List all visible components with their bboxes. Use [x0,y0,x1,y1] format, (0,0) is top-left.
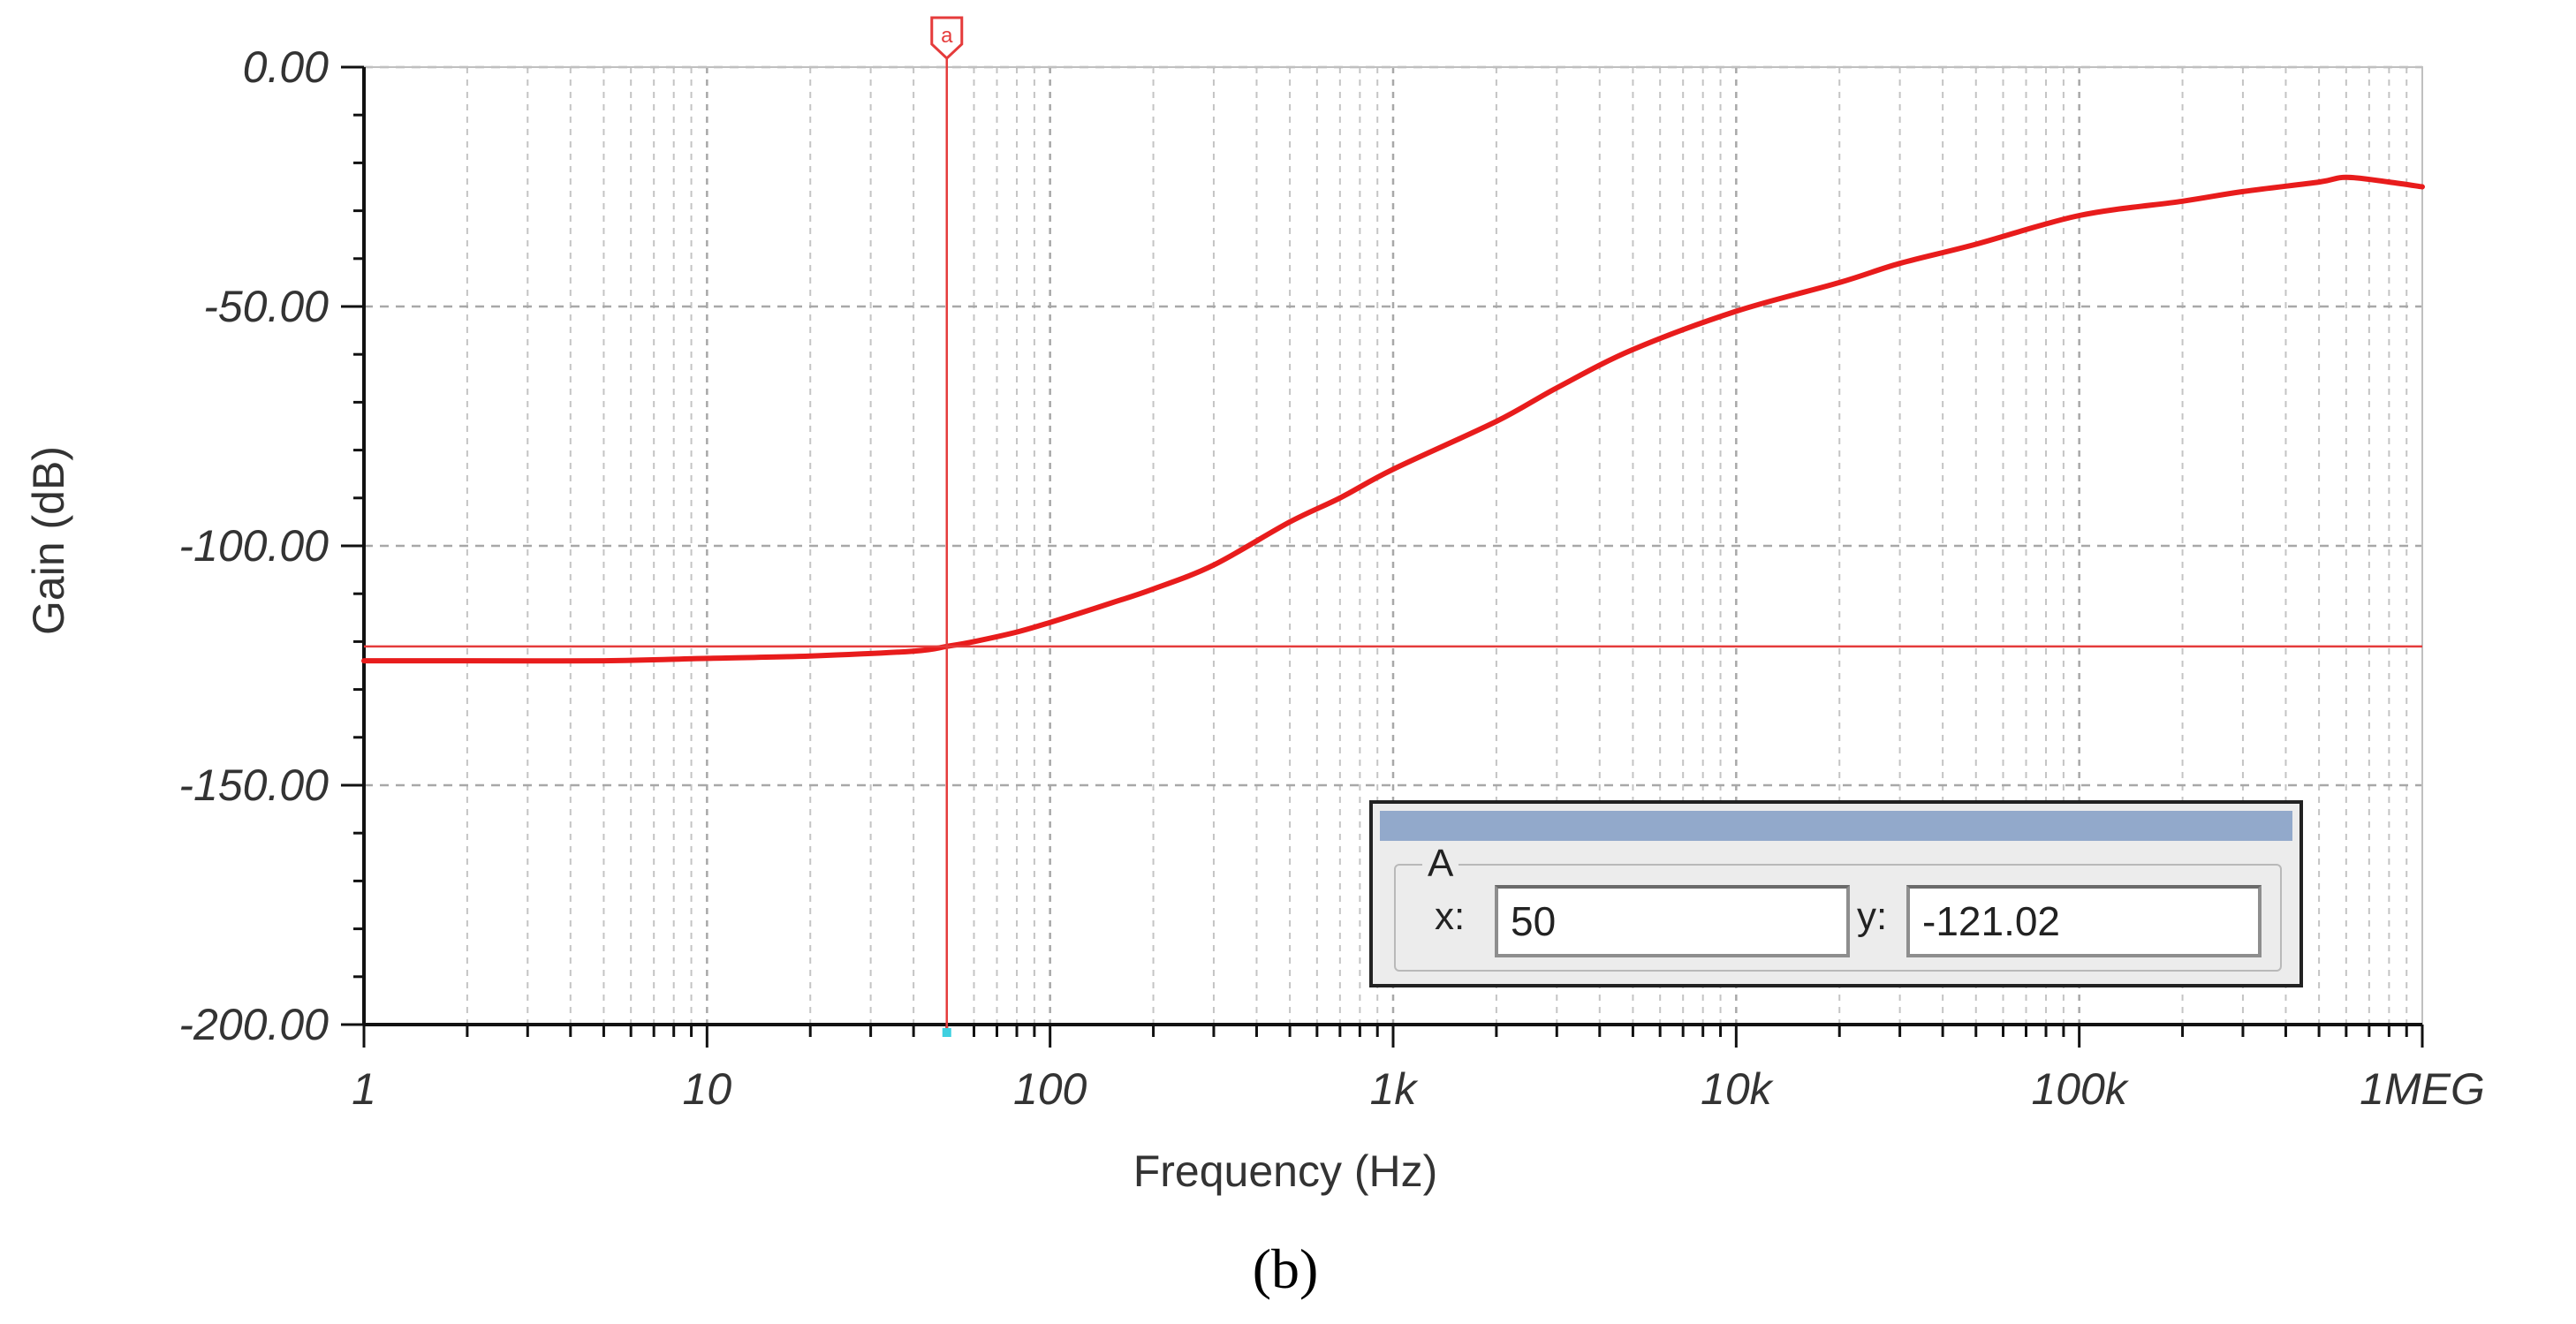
series [361,174,2425,664]
y-tick-label: 0.00 [243,42,330,92]
y-field-label: y: [1857,895,1888,938]
y-tick-label: -100.00 [178,521,329,571]
gain-series-line [361,174,2425,664]
cursor-readout-dialog[interactable]: A x: y: [1369,800,2303,987]
x-tick-label: 1MEG [2360,1064,2485,1114]
cursor-marker-flag [930,16,964,61]
y-axis-title: Gain (dB) [24,446,73,635]
cursor-marker-label: a [941,24,953,48]
y-tick-label: -150.00 [178,760,329,810]
x-tick-label: 1k [1370,1064,1420,1114]
cursor-axis-marker [942,1028,951,1037]
cursor[interactable]: a [364,16,2422,1037]
x-tick-label: 1 [352,1064,376,1114]
x-field-label: x: [1435,895,1466,938]
y-tick-label: -200.00 [178,1000,329,1049]
cursor-group-label: A [1422,843,1459,885]
y-value-input[interactable] [1906,885,2262,957]
x-axis-title: Frequency (Hz) [1133,1146,1438,1196]
tick-labels: 1 10 100 1k 10k 100k 1MEG 0.00 -50.00 -100.00 -150… [178,42,2484,1114]
axis-ticks [341,65,2424,1048]
x-tick-label: 10k [1701,1064,1775,1114]
y-tick-label: -50.00 [203,282,329,331]
cursor-a-group [1394,864,2282,972]
x-value-input[interactable] [1495,885,1850,957]
x-tick-label: 100k [2031,1064,2129,1114]
figure-caption: (b) [1253,1237,1319,1300]
dialog-titlebar[interactable] [1380,811,2292,841]
x-tick-label: 100 [1013,1064,1087,1114]
x-tick-label: 10 [683,1064,732,1114]
